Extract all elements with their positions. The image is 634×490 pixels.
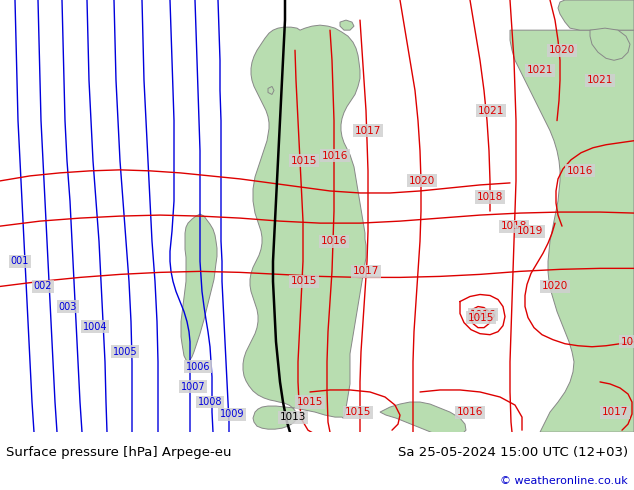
- Polygon shape: [590, 28, 630, 60]
- Polygon shape: [340, 20, 354, 30]
- Text: 1018: 1018: [477, 192, 503, 202]
- Text: 1015: 1015: [297, 397, 323, 407]
- Text: 1020: 1020: [549, 45, 575, 55]
- Text: 1020: 1020: [542, 281, 568, 292]
- Text: 1015: 1015: [291, 156, 317, 166]
- Text: 1017: 1017: [355, 125, 381, 136]
- Text: 1018: 1018: [501, 221, 527, 231]
- Text: © weatheronline.co.uk: © weatheronline.co.uk: [500, 476, 628, 487]
- Text: Surface pressure [hPa] Arpege-eu: Surface pressure [hPa] Arpege-eu: [6, 446, 232, 459]
- Text: 1016: 1016: [567, 166, 593, 176]
- Polygon shape: [181, 214, 217, 362]
- Text: 1005: 1005: [113, 347, 138, 357]
- Text: 1021: 1021: [527, 65, 553, 75]
- Polygon shape: [268, 86, 274, 95]
- Polygon shape: [243, 25, 366, 429]
- Text: 1021: 1021: [478, 105, 504, 116]
- Text: 1016: 1016: [457, 407, 483, 417]
- Text: 1017: 1017: [353, 267, 379, 276]
- Text: 1017: 1017: [621, 337, 634, 347]
- Text: 1016: 1016: [322, 151, 348, 161]
- Text: 1017: 1017: [602, 407, 628, 417]
- Text: 1013: 1013: [280, 412, 306, 422]
- Polygon shape: [510, 30, 634, 432]
- Text: Sa 25-05-2024 15:00 UTC (12+03): Sa 25-05-2024 15:00 UTC (12+03): [398, 446, 628, 459]
- Text: 1009: 1009: [220, 409, 244, 419]
- Polygon shape: [558, 0, 634, 30]
- Text: 1006: 1006: [186, 362, 210, 372]
- Text: 002: 002: [34, 281, 52, 292]
- Text: 1015: 1015: [345, 407, 371, 417]
- Text: 1019: 1019: [517, 226, 543, 236]
- Text: 1004: 1004: [83, 321, 107, 332]
- Text: 1015: 1015: [468, 313, 494, 322]
- Text: 001: 001: [11, 256, 29, 267]
- Text: 1008: 1008: [198, 397, 223, 407]
- Text: 1021: 1021: [587, 75, 613, 85]
- Text: 1020: 1020: [409, 176, 435, 186]
- Text: 1016: 1016: [470, 310, 496, 319]
- Text: 1007: 1007: [181, 382, 205, 392]
- Polygon shape: [380, 402, 466, 436]
- Text: 003: 003: [59, 301, 77, 312]
- Text: 1016: 1016: [321, 236, 347, 246]
- Text: 1015: 1015: [291, 276, 317, 287]
